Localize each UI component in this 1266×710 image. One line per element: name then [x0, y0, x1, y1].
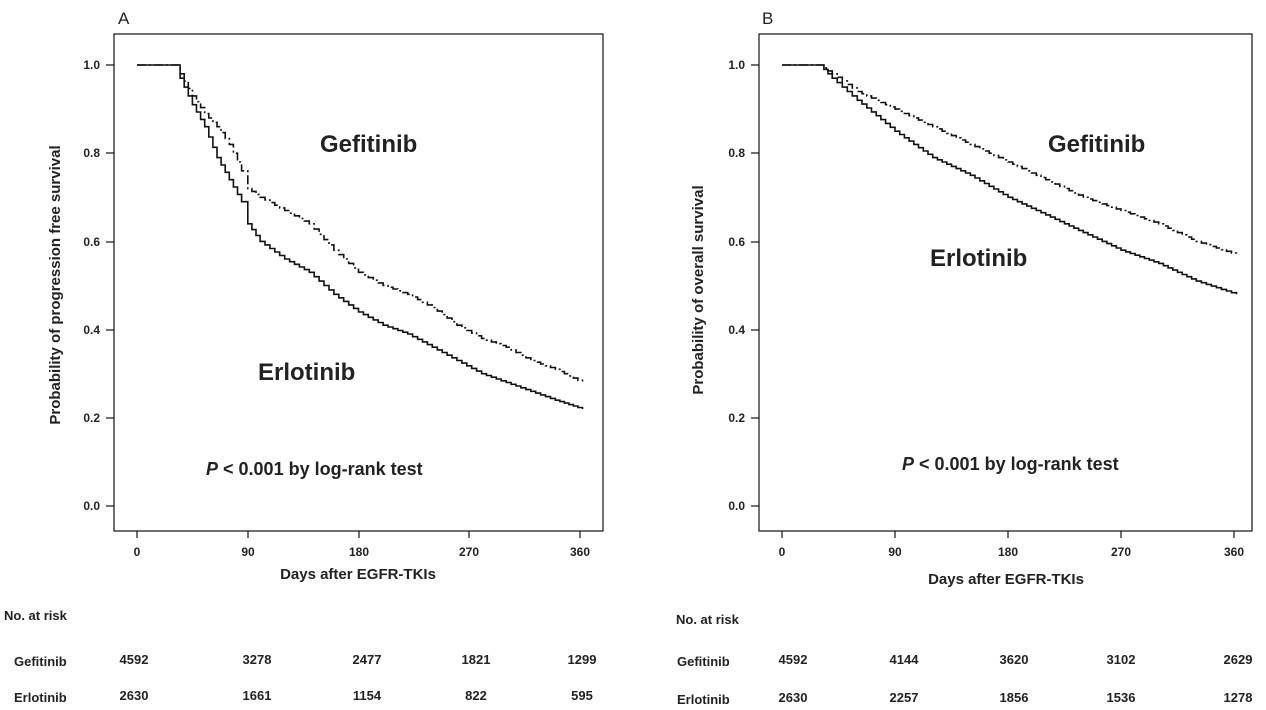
- plot-frame: [113, 33, 604, 532]
- y-tick-label: 0.0: [83, 499, 100, 513]
- risk-value: 1821: [462, 652, 491, 667]
- panel-letter: B: [762, 9, 773, 28]
- risk-table-title: No. at risk: [676, 612, 740, 627]
- p-value-annotation: P < 0.001 by log-rank test: [206, 459, 423, 479]
- risk-value: 1856: [1000, 690, 1029, 705]
- y-tick-label: 1.0: [83, 58, 100, 72]
- risk-value: 1278: [1224, 690, 1253, 705]
- label-erlotinib: Erlotinib: [930, 245, 1027, 272]
- risk-value: 1536: [1107, 690, 1136, 705]
- x-tick-label: 360: [570, 545, 590, 559]
- x-tick-label: 0: [134, 545, 141, 559]
- risk-table: No. at risk Gefitinib Erlotinib 4592 327…: [4, 608, 596, 705]
- risk-value: 1661: [243, 688, 272, 703]
- x-axis: 0 90 180 270 360: [134, 531, 590, 559]
- risk-value: 1154: [353, 688, 382, 703]
- risk-value: 2630: [779, 690, 808, 705]
- series-line-erlotinib: [782, 64, 1238, 295]
- label-erlotinib: Erlotinib: [258, 359, 355, 386]
- x-tick-label: 180: [349, 545, 369, 559]
- y-tick-label: 0.8: [728, 146, 745, 160]
- x-tick-label: 270: [459, 545, 479, 559]
- plot-frame: [758, 33, 1253, 532]
- survival-curves: [782, 64, 1238, 295]
- x-tick-label: 0: [779, 545, 786, 559]
- risk-row-label: Erlotinib: [14, 690, 67, 705]
- risk-value: 2477: [353, 652, 382, 667]
- series-line-erlotinib: [137, 64, 584, 409]
- p-text: < 0.001 by log-rank test: [218, 459, 423, 479]
- risk-value: 595: [571, 688, 593, 703]
- series-line-gefitinib: [137, 64, 584, 383]
- survival-curves: [137, 64, 584, 409]
- label-gefitinib: Gefitinib: [320, 131, 417, 158]
- risk-value: 2630: [120, 688, 149, 703]
- y-tick-label: 0.6: [83, 235, 100, 249]
- x-tick-label: 270: [1111, 545, 1131, 559]
- y-axis-label: Probability of progression free survival: [47, 145, 64, 424]
- risk-value: 1299: [568, 652, 597, 667]
- x-axis-label: Days after EGFR-TKIs: [280, 566, 436, 583]
- risk-table-title: No. at risk: [4, 608, 68, 623]
- risk-value: 2629: [1224, 652, 1253, 667]
- y-tick-label: 0.6: [728, 235, 745, 249]
- panel-letter: A: [118, 9, 130, 28]
- x-tick-label: 90: [241, 545, 255, 559]
- x-axis: 0 90 180 270 360: [779, 531, 1244, 559]
- series-line-gefitinib: [782, 64, 1238, 255]
- p-italic: P: [206, 459, 219, 479]
- risk-row-label: Gefitinib: [14, 654, 67, 669]
- p-italic: P: [902, 454, 915, 474]
- p-value-annotation: P < 0.001 by log-rank test: [902, 454, 1119, 474]
- risk-value: 4592: [120, 652, 149, 667]
- risk-value: 4592: [779, 652, 808, 667]
- y-tick-label: 0.0: [728, 499, 745, 513]
- y-tick-label: 0.2: [728, 411, 745, 425]
- y-tick-label: 0.8: [83, 146, 100, 160]
- risk-value: 3278: [243, 652, 272, 667]
- risk-table: No. at risk Gefitinib Erlotinib 4592 414…: [676, 612, 1252, 707]
- risk-value: 3620: [1000, 652, 1029, 667]
- risk-value: 3102: [1107, 652, 1136, 667]
- y-tick-label: 0.4: [728, 323, 745, 337]
- panel-a: A 0.0 0.2 0.4 0.6 0.8: [4, 9, 604, 705]
- x-axis-label: Days after EGFR-TKIs: [928, 571, 1084, 588]
- label-gefitinib: Gefitinib: [1048, 131, 1145, 158]
- x-tick-label: 360: [1224, 545, 1244, 559]
- x-tick-label: 90: [888, 545, 902, 559]
- y-tick-label: 0.2: [83, 411, 100, 425]
- risk-value: 2257: [890, 690, 919, 705]
- x-tick-label: 180: [998, 545, 1018, 559]
- y-tick-label: 1.0: [728, 58, 745, 72]
- risk-row-label: Erlotinib: [677, 692, 730, 707]
- y-axis-label: Probability of overall survival: [690, 185, 707, 394]
- risk-value: 4144: [890, 652, 920, 667]
- p-text: < 0.001 by log-rank test: [914, 454, 1119, 474]
- panel-b: B 0.0 0.2 0.4 0.6 0.8: [676, 9, 1253, 707]
- y-axis: 0.0 0.2 0.4 0.6 0.8 1.0: [728, 58, 759, 513]
- y-axis: 0.0 0.2 0.4 0.6 0.8 1.0: [83, 58, 114, 513]
- risk-value: 822: [465, 688, 487, 703]
- y-tick-label: 0.4: [83, 323, 100, 337]
- risk-row-label: Gefitinib: [677, 654, 730, 669]
